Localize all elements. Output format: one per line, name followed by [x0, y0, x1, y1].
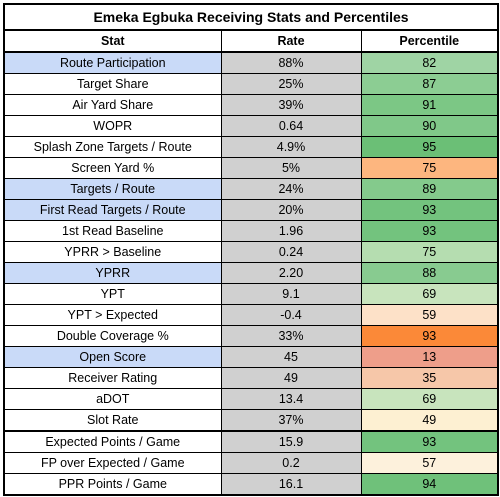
percentile-cell: 89 [360, 178, 499, 200]
stat-name-cell: 1st Read Baseline [3, 220, 222, 242]
percentile-cell: 93 [360, 325, 499, 347]
table-row: Receiver Rating 49 35 [3, 367, 499, 389]
table-row: Screen Yard % 5% 75 [3, 157, 499, 179]
table-row: Expected Points / Game 15.9 93 [3, 430, 499, 453]
stat-name-cell: YPT [3, 283, 222, 305]
percentile-cell: 93 [360, 199, 499, 221]
stat-name-cell: Target Share [3, 73, 222, 95]
percentile-cell: 95 [360, 136, 499, 158]
stat-name-cell: Double Coverage % [3, 325, 222, 347]
table-title-row: Emeka Egbuka Receiving Stats and Percent… [2, 3, 500, 31]
stats-table-container: Emeka Egbuka Receiving Stats and Percent… [2, 3, 500, 496]
stat-name-cell: FP over Expected / Game [3, 452, 222, 474]
rate-cell: 37% [220, 409, 362, 432]
stat-name-cell: Targets / Route [3, 178, 222, 200]
rate-cell: 4.9% [220, 136, 362, 158]
rate-cell: 25% [220, 73, 362, 95]
rate-cell: 39% [220, 94, 362, 116]
percentile-cell: 69 [360, 283, 499, 305]
stat-name-cell: Open Score [3, 346, 222, 368]
rate-cell: -0.4 [220, 304, 362, 326]
percentile-cell: 75 [360, 241, 499, 263]
percentile-cell: 93 [360, 220, 499, 242]
stat-name-cell: YPRR [3, 262, 222, 284]
table-row: Target Share 25% 87 [3, 73, 499, 95]
rate-cell: 88% [220, 51, 362, 74]
table-row: Double Coverage % 33% 93 [3, 325, 499, 347]
rate-cell: 0.64 [220, 115, 362, 137]
table-row: Targets / Route 24% 89 [3, 178, 499, 200]
table-row: Route Participation 88% 82 [3, 51, 499, 74]
table-row: FP over Expected / Game 0.2 57 [3, 452, 499, 474]
percentile-cell: 88 [360, 262, 499, 284]
percentile-cell: 59 [360, 304, 499, 326]
percentile-cell: 49 [360, 409, 499, 432]
rate-cell: 0.2 [220, 452, 362, 474]
rate-cell: 2.20 [220, 262, 362, 284]
rate-cell: 49 [220, 367, 362, 389]
percentile-cell: 90 [360, 115, 499, 137]
percentile-cell: 75 [360, 157, 499, 179]
table-row: aDOT 13.4 69 [3, 388, 499, 410]
rate-cell: 9.1 [220, 283, 362, 305]
stat-name-cell: First Read Targets / Route [3, 199, 222, 221]
table-row: Slot Rate 37% 49 [3, 409, 499, 432]
rate-cell: 1.96 [220, 220, 362, 242]
column-header-row: Stat Rate Percentile [3, 29, 499, 53]
rate-cell: 16.1 [220, 473, 362, 496]
rate-cell: 45 [220, 346, 362, 368]
rate-cell: 15.9 [220, 430, 362, 453]
column-header-stat: Stat [3, 29, 222, 53]
percentile-cell: 82 [360, 51, 499, 74]
stat-name-cell: PPR Points / Game [3, 473, 222, 496]
rate-cell: 5% [220, 157, 362, 179]
table-row: YPRR 2.20 88 [3, 262, 499, 284]
stat-name-cell: Splash Zone Targets / Route [3, 136, 222, 158]
percentile-cell: 13 [360, 346, 499, 368]
stat-name-cell: YPRR > Baseline [3, 241, 222, 263]
percentile-cell: 87 [360, 73, 499, 95]
receiving-stats-table: Emeka Egbuka Receiving Stats and Percent… [2, 3, 500, 496]
rate-cell: 0.24 [220, 241, 362, 263]
percentile-cell: 93 [360, 430, 499, 453]
rate-cell: 24% [220, 178, 362, 200]
stat-name-cell: Route Participation [3, 51, 222, 74]
table-row: Open Score 45 13 [3, 346, 499, 368]
table-row: YPRR > Baseline 0.24 75 [3, 241, 499, 263]
stat-name-cell: Air Yard Share [3, 94, 222, 116]
table-row: WOPR 0.64 90 [3, 115, 499, 137]
stat-name-cell: Expected Points / Game [3, 430, 222, 453]
table-title: Emeka Egbuka Receiving Stats and Percent… [2, 3, 500, 31]
table-row: 1st Read Baseline 1.96 93 [3, 220, 499, 242]
table-row: YPT 9.1 69 [3, 283, 499, 305]
stat-name-cell: Receiver Rating [3, 367, 222, 389]
column-header-rate: Rate [220, 29, 362, 53]
table-row: Splash Zone Targets / Route 4.9% 95 [3, 136, 499, 158]
table-row: Air Yard Share 39% 91 [3, 94, 499, 116]
rate-cell: 20% [220, 199, 362, 221]
table-row: PPR Points / Game 16.1 94 [3, 473, 499, 496]
percentile-cell: 35 [360, 367, 499, 389]
table-row: First Read Targets / Route 20% 93 [3, 199, 499, 221]
table-body: Route Participation 88% 82 Target Share 25% 8… [3, 51, 499, 496]
table-row: YPT > Expected -0.4 59 [3, 304, 499, 326]
stat-name-cell: WOPR [3, 115, 222, 137]
percentile-cell: 57 [360, 452, 499, 474]
stat-name-cell: YPT > Expected [3, 304, 222, 326]
stat-name-cell: aDOT [3, 388, 222, 410]
percentile-cell: 94 [360, 473, 499, 496]
percentile-cell: 91 [360, 94, 499, 116]
column-header-percentile: Percentile [360, 29, 499, 53]
rate-cell: 13.4 [220, 388, 362, 410]
stat-name-cell: Slot Rate [3, 409, 222, 432]
percentile-cell: 69 [360, 388, 499, 410]
rate-cell: 33% [220, 325, 362, 347]
stat-name-cell: Screen Yard % [3, 157, 222, 179]
